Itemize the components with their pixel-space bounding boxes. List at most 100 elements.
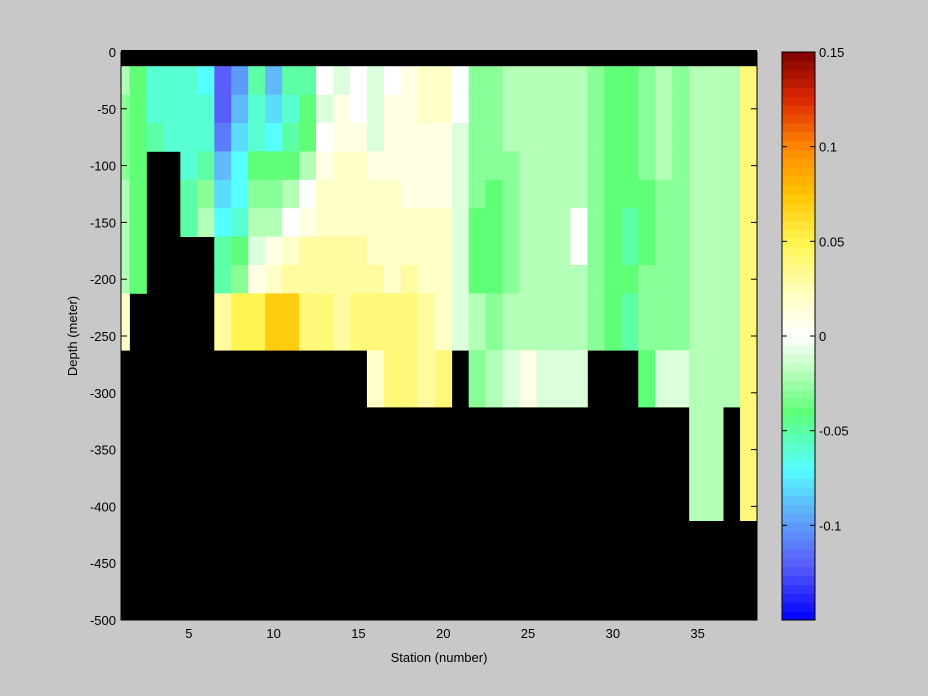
y-tick-label: -200 bbox=[90, 272, 116, 287]
heatmap-cell bbox=[231, 265, 249, 294]
heatmap-cell bbox=[638, 321, 656, 351]
colorbar-segment bbox=[782, 273, 815, 284]
heatmap-cell bbox=[231, 66, 249, 95]
heatmap-cell bbox=[316, 236, 334, 266]
heatmap-cell bbox=[706, 378, 724, 408]
heatmap-cell bbox=[553, 151, 571, 181]
heatmap-cell bbox=[519, 236, 537, 266]
heatmap-cell bbox=[706, 151, 724, 181]
heatmap-cell bbox=[468, 378, 487, 408]
heatmap-cell bbox=[451, 265, 470, 294]
heatmap-cell bbox=[451, 321, 470, 351]
heatmap-cell bbox=[214, 123, 232, 152]
heatmap-cell bbox=[197, 151, 215, 181]
heatmap-cell bbox=[570, 123, 588, 152]
heatmap-cell bbox=[214, 236, 232, 266]
heatmap-cell bbox=[434, 208, 453, 237]
heatmap-cell bbox=[519, 208, 537, 237]
heatmap-cell bbox=[214, 94, 232, 124]
heatmap-cell bbox=[129, 265, 147, 294]
heatmap-cell bbox=[570, 236, 588, 266]
colorbar-segment bbox=[782, 486, 815, 497]
heatmap-cell bbox=[502, 179, 520, 209]
heatmap-cell bbox=[689, 321, 707, 351]
heatmap-cell bbox=[740, 463, 758, 493]
heatmap-cell bbox=[519, 378, 537, 408]
heatmap-cell bbox=[485, 236, 503, 266]
heatmap-cell bbox=[383, 321, 402, 351]
heatmap-cell bbox=[689, 350, 707, 379]
colorbar-segment bbox=[782, 478, 815, 488]
heatmap-cell bbox=[366, 350, 385, 379]
heatmap-cell bbox=[214, 265, 232, 294]
heatmap-cell bbox=[723, 66, 741, 95]
heatmap-cell bbox=[434, 66, 453, 95]
colorbar-segment bbox=[782, 602, 815, 612]
heatmap-cell bbox=[740, 151, 758, 181]
heatmap-cell bbox=[621, 94, 639, 124]
heatmap-cell bbox=[723, 208, 741, 237]
heatmap-cell bbox=[366, 293, 385, 323]
heatmap-cell bbox=[197, 66, 215, 95]
heatmap-cell bbox=[214, 151, 232, 181]
heatmap-cell bbox=[400, 179, 419, 209]
heatmap-cell bbox=[468, 321, 487, 351]
heatmap-cell bbox=[299, 94, 317, 124]
heatmap-cell bbox=[740, 66, 758, 95]
heatmap-cell bbox=[163, 94, 181, 124]
heatmap-cell bbox=[502, 378, 520, 408]
heatmap-cell bbox=[553, 179, 571, 209]
heatmap-cell bbox=[316, 179, 334, 209]
heatmap-cell bbox=[604, 66, 622, 95]
heatmap-cell bbox=[383, 123, 402, 152]
heatmap-cell bbox=[434, 123, 453, 152]
heatmap-cell bbox=[129, 94, 147, 124]
heatmap-cell bbox=[231, 293, 249, 323]
heatmap-cell bbox=[638, 94, 656, 124]
x-tick-label: 35 bbox=[690, 626, 704, 641]
heatmap-cell bbox=[740, 179, 758, 209]
heatmap-cell bbox=[570, 350, 588, 379]
heatmap-cell bbox=[655, 151, 673, 181]
colorbar-tick-label: 0.15 bbox=[819, 45, 844, 60]
heatmap-cell bbox=[417, 321, 436, 351]
heatmap-cell bbox=[621, 66, 639, 95]
heatmap-cell bbox=[519, 350, 537, 379]
colorbar-segment bbox=[782, 513, 815, 523]
y-tick-label: -250 bbox=[90, 329, 116, 344]
heatmap-cell bbox=[655, 208, 673, 237]
heatmap-cell bbox=[689, 66, 707, 95]
heatmap-cell bbox=[689, 123, 707, 152]
heatmap-cell bbox=[349, 208, 368, 237]
heatmap-cell bbox=[299, 236, 317, 266]
heatmap-cell bbox=[621, 208, 639, 237]
heatmap-cell bbox=[723, 350, 741, 379]
heatmap-cell bbox=[519, 151, 537, 181]
heatmap-cell bbox=[689, 208, 707, 237]
colorbar-segment bbox=[782, 566, 815, 577]
heatmap-cell bbox=[282, 208, 300, 237]
heatmap-cell bbox=[383, 350, 402, 379]
heatmap-cell bbox=[299, 321, 317, 351]
heatmap-cell bbox=[485, 265, 503, 294]
heatmap-cell bbox=[451, 293, 470, 323]
heatmap-cell bbox=[248, 236, 266, 266]
heatmap-cell bbox=[333, 66, 351, 95]
heatmap-cell bbox=[740, 407, 758, 436]
heatmap-cell bbox=[740, 350, 758, 379]
heatmap-cell bbox=[536, 123, 554, 152]
heatmap-cell bbox=[299, 208, 317, 237]
heatmap-cell bbox=[248, 321, 266, 351]
y-axis-ticks: 0 -50 -100 -150 -200 -250 -300 -350 -400 -450 -500 bbox=[90, 45, 757, 628]
heatmap-cell bbox=[655, 94, 673, 124]
heatmap-cell bbox=[282, 265, 300, 294]
colorbar-segment bbox=[782, 176, 815, 186]
heatmap-cell bbox=[400, 66, 419, 95]
heatmap-cell bbox=[468, 208, 487, 237]
heatmap-cell bbox=[366, 265, 385, 294]
heatmap-cell bbox=[383, 265, 402, 294]
heatmap-cells bbox=[121, 50, 758, 620]
colorbar-tick-label: -0.1 bbox=[819, 518, 841, 533]
heatmap-cell bbox=[451, 208, 470, 237]
heatmap-cell bbox=[706, 236, 724, 266]
